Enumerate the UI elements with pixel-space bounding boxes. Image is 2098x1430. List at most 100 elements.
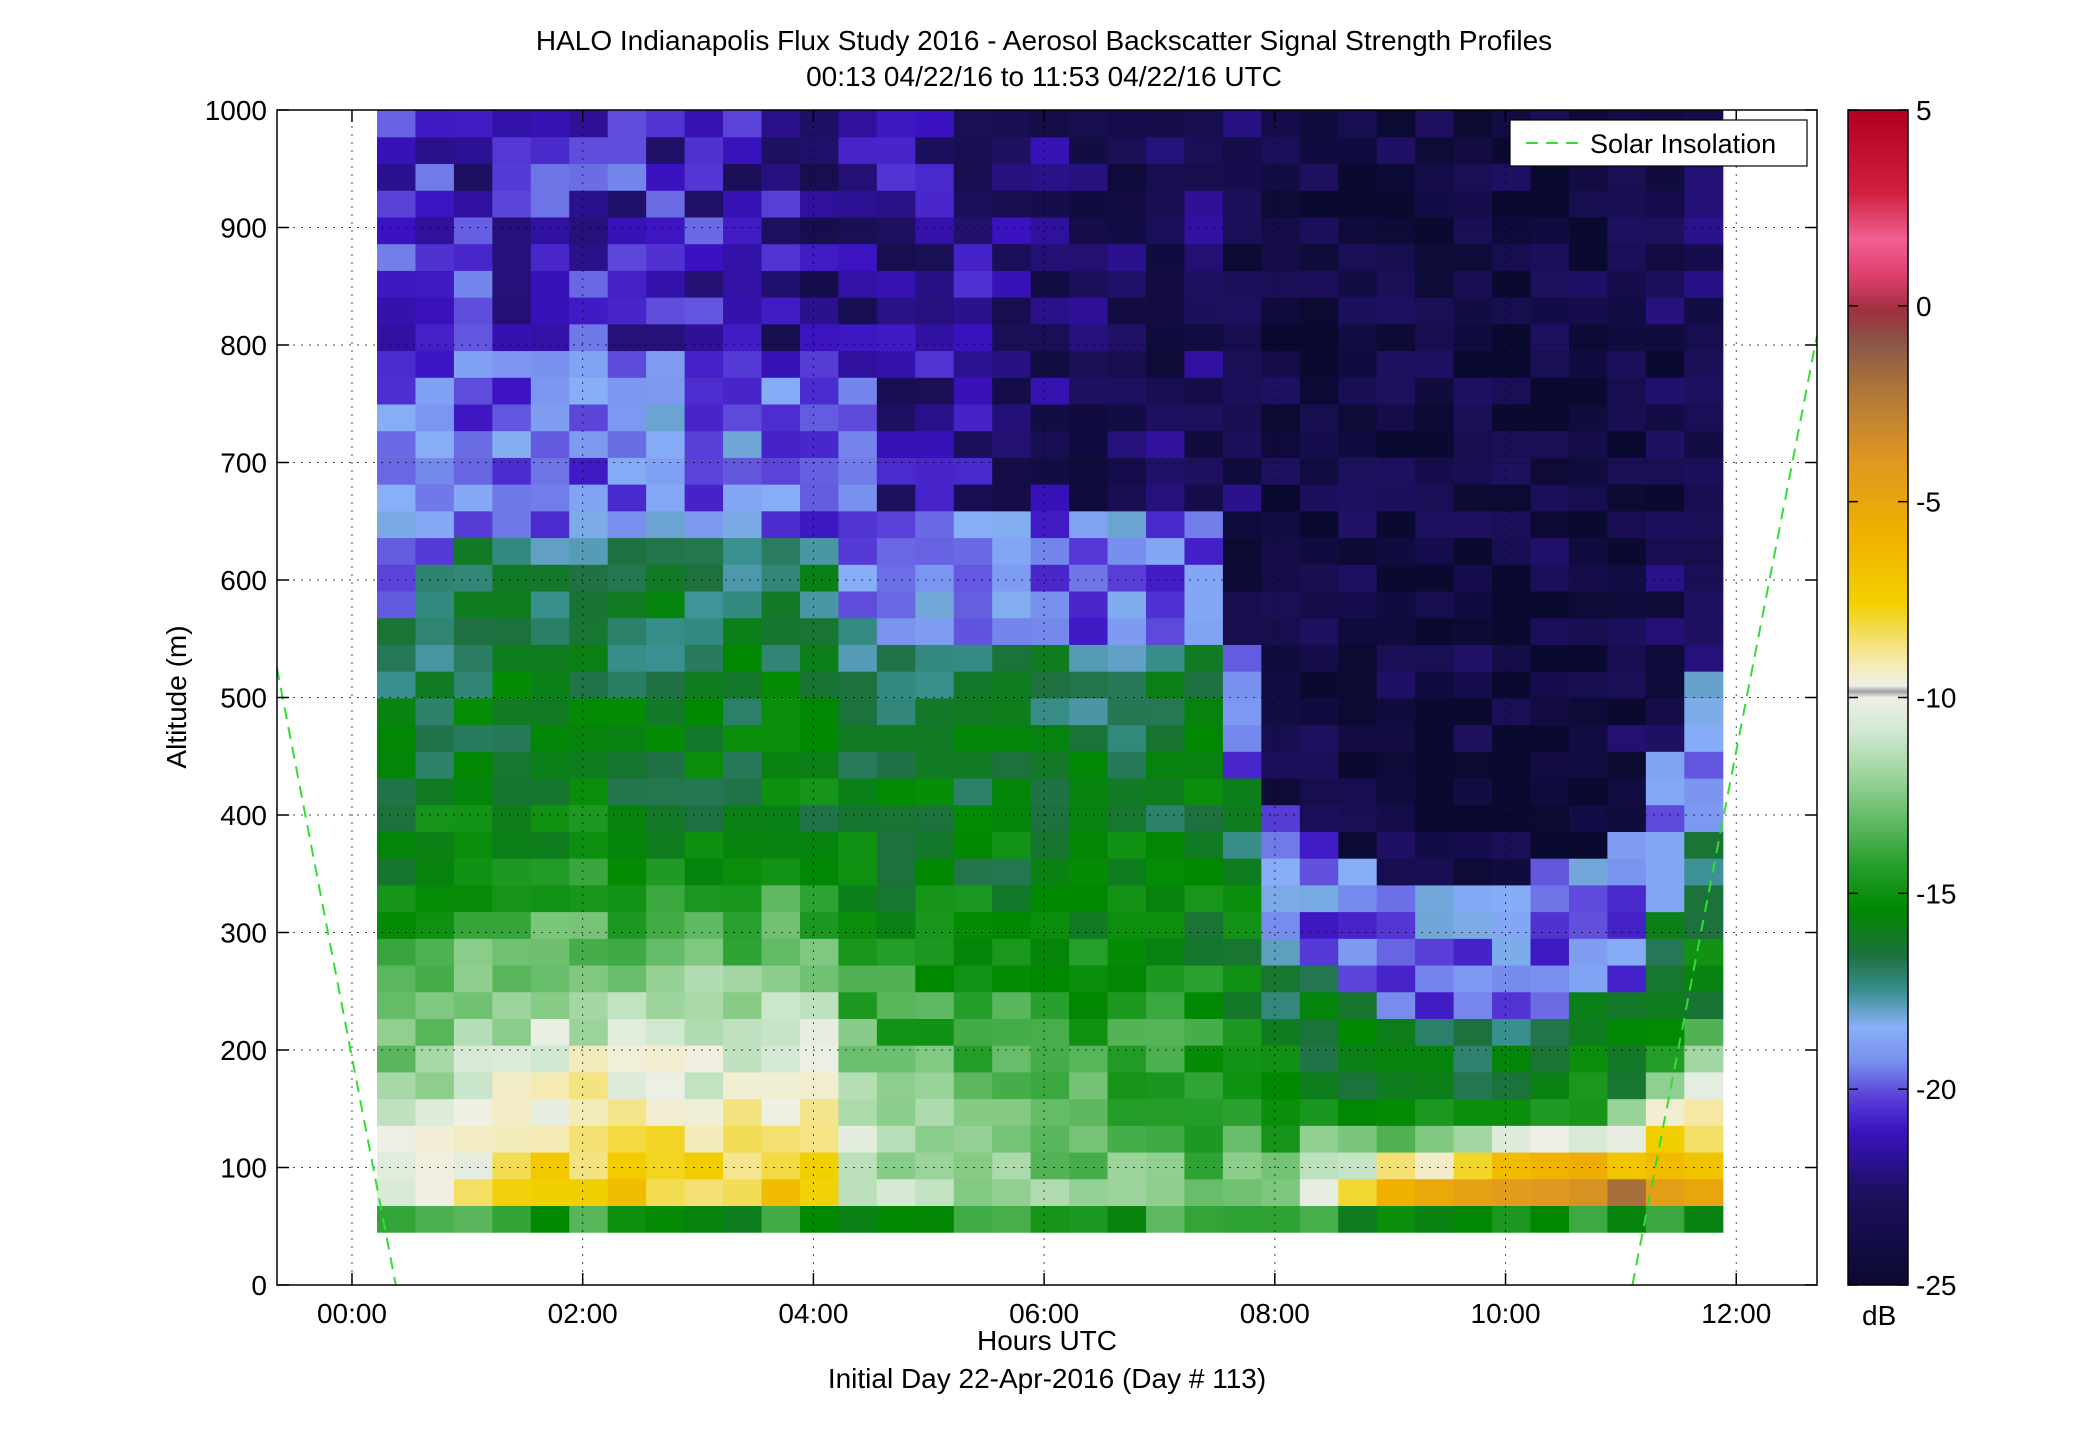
heatmap-cell	[1415, 1018, 1455, 1046]
heatmap-cell	[915, 323, 955, 352]
heatmap-cell	[1453, 1018, 1493, 1046]
heatmap-cell	[377, 510, 417, 539]
heatmap-cell	[1492, 991, 1532, 1019]
heatmap-cell	[1376, 1071, 1416, 1100]
heatmap-cell	[838, 403, 878, 432]
heatmap-cell	[1376, 697, 1416, 726]
heatmap-cell	[684, 590, 724, 619]
heatmap-cell	[838, 430, 878, 458]
heatmap-cell	[953, 377, 993, 405]
heatmap-cell	[415, 136, 455, 165]
heatmap-cell	[1184, 1098, 1224, 1126]
heatmap-cell	[723, 1151, 763, 1180]
heatmap-cell	[799, 1151, 840, 1180]
heatmap-cell	[492, 911, 532, 939]
heatmap-cell	[569, 110, 609, 138]
heatmap-cell	[838, 1151, 878, 1180]
heatmap-cell	[377, 751, 417, 779]
heatmap-cell	[453, 617, 493, 645]
heatmap-cell	[723, 430, 763, 458]
heatmap-cell	[915, 831, 955, 859]
heatmap-cell	[415, 243, 455, 271]
heatmap-cell	[1684, 777, 1724, 806]
heatmap-cell	[1299, 484, 1339, 512]
heatmap-cell	[1299, 350, 1339, 378]
heatmap-cell	[415, 564, 455, 592]
heatmap-cell	[1261, 270, 1301, 298]
heatmap-cell	[684, 804, 724, 832]
heatmap-cell	[1069, 1018, 1109, 1046]
heatmap-cell	[1684, 884, 1724, 913]
heatmap-cell	[1030, 1178, 1070, 1207]
heatmap-cell	[1415, 1045, 1455, 1073]
heatmap-cell	[1222, 323, 1262, 352]
heatmap-cell	[1222, 136, 1262, 165]
heatmap-cell	[1453, 590, 1493, 619]
heatmap-cell	[1222, 377, 1262, 405]
heatmap-cell	[761, 697, 801, 726]
heatmap-cell	[1376, 884, 1416, 913]
x-tick-label: 12:00	[1701, 1298, 1771, 1329]
heatmap-cell	[1107, 777, 1147, 806]
heatmap-cell	[607, 617, 647, 645]
heatmap-cell	[607, 1045, 647, 1073]
heatmap-cell	[1453, 270, 1493, 298]
heatmap-cell	[1415, 858, 1455, 886]
heatmap-cell	[492, 671, 532, 699]
heatmap-cell	[1530, 777, 1570, 806]
heatmap-cell	[1492, 297, 1532, 325]
heatmap-cell	[1607, 564, 1647, 592]
heatmap-cell	[1184, 457, 1224, 485]
heatmap-cell	[1415, 537, 1455, 565]
heatmap-cell	[1415, 297, 1455, 325]
heatmap-cell	[799, 991, 840, 1019]
heatmap-cell	[1607, 457, 1647, 485]
heatmap-cell	[1338, 564, 1378, 592]
heatmap-cell	[377, 430, 417, 458]
heatmap-cell	[646, 858, 686, 886]
heatmap-cell	[1568, 911, 1609, 939]
heatmap-cell	[1645, 964, 1685, 993]
heatmap-cell	[1069, 243, 1109, 271]
heatmap-cell	[1222, 644, 1262, 672]
heatmap-cell	[953, 430, 993, 458]
heatmap-cell	[1261, 163, 1301, 191]
heatmap-cell	[1645, 484, 1685, 512]
heatmap-cell	[607, 671, 647, 699]
heatmap-cell	[1261, 1018, 1301, 1046]
heatmap-cell	[1107, 1018, 1147, 1046]
heatmap-cell	[684, 484, 724, 512]
heatmap-cell	[1530, 617, 1570, 645]
heatmap-cell	[646, 938, 686, 966]
heatmap-cell	[838, 777, 878, 806]
heatmap-cell	[953, 1205, 993, 1233]
heatmap-cell	[838, 297, 878, 325]
heatmap-cell	[1338, 1205, 1378, 1233]
heatmap-cell	[992, 190, 1032, 218]
heatmap-cell	[684, 403, 724, 432]
heatmap-cell	[1222, 804, 1262, 832]
heatmap-cell	[761, 564, 801, 592]
heatmap-cell	[1376, 1151, 1416, 1180]
heatmap-cell	[1069, 751, 1109, 779]
heatmap-cell	[569, 377, 609, 405]
heatmap-cell	[1222, 1125, 1262, 1153]
heatmap-cell	[492, 163, 532, 191]
heatmap-cell	[415, 991, 455, 1019]
heatmap-cell	[1607, 964, 1647, 993]
heatmap-cell	[838, 858, 878, 886]
heatmap-cell	[453, 110, 493, 138]
heatmap-cell	[377, 564, 417, 592]
heatmap-cell	[684, 323, 724, 352]
heatmap-cell	[1299, 216, 1339, 245]
heatmap-cell	[607, 938, 647, 966]
heatmap-cell	[415, 590, 455, 619]
heatmap-cell	[415, 1178, 455, 1207]
heatmap-cell	[1530, 457, 1570, 485]
heatmap-cell	[723, 724, 763, 752]
heatmap-cell	[1376, 911, 1416, 939]
heatmap-cell	[607, 323, 647, 352]
heatmap-cell	[799, 537, 840, 565]
heatmap-cell	[1069, 1071, 1109, 1100]
